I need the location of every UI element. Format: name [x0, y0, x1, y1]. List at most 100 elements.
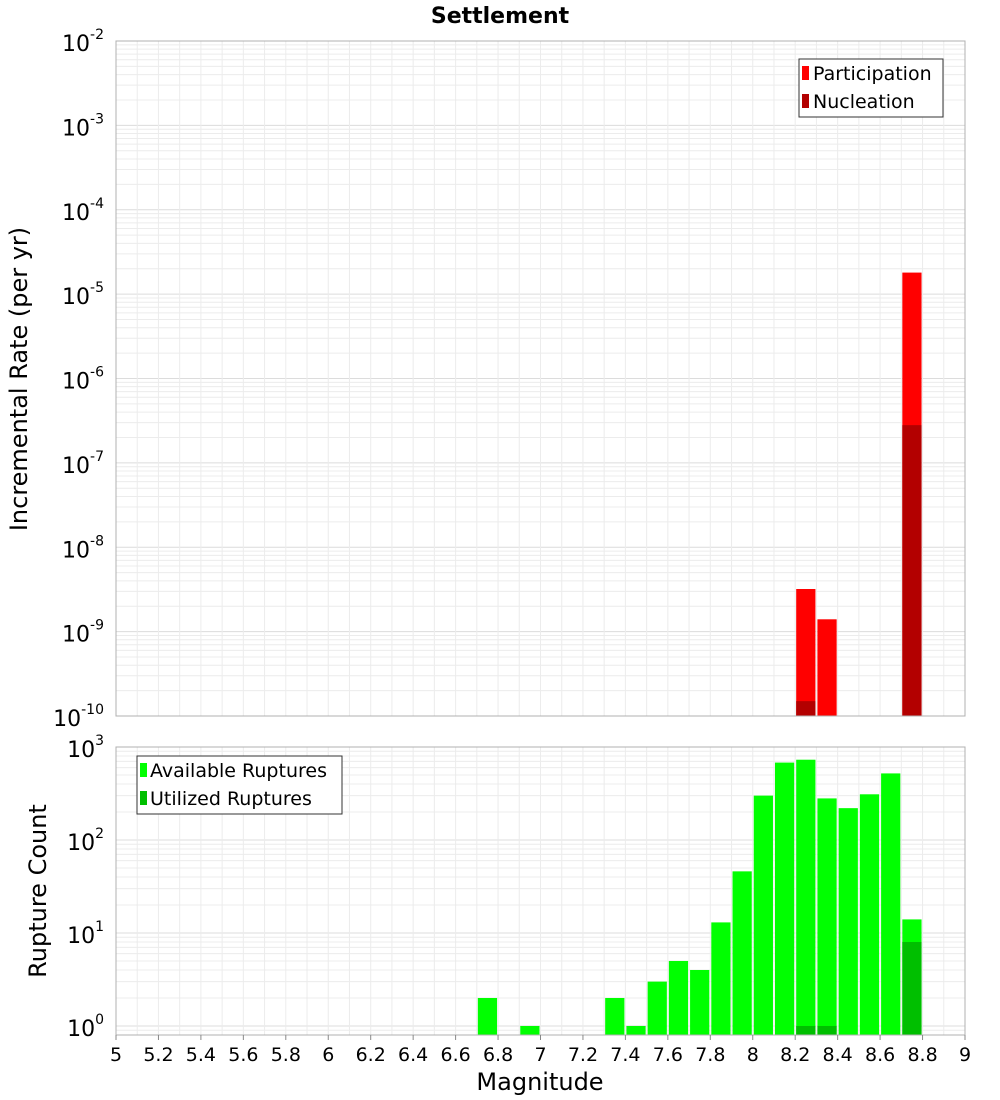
rate-y-tick-exponent: -4	[90, 196, 104, 212]
legend-label-nucleation: Nucleation	[813, 91, 915, 113]
count-bar-series0	[732, 871, 752, 1035]
rate-y-tick-exponent: -10	[81, 702, 104, 718]
x-tick-label: 6.4	[398, 1044, 428, 1066]
rate-y-tick-base: 10	[62, 370, 90, 395]
count-bar-series0	[838, 808, 858, 1035]
x-tick-label: 6.8	[483, 1044, 513, 1066]
chart-title: Settlement	[431, 4, 570, 29]
rate-y-tick-exponent: -5	[90, 280, 104, 296]
rate-y-tick-base: 10	[62, 116, 90, 141]
x-tick-label: 9	[959, 1044, 971, 1066]
bottom-bars	[477, 759, 922, 1035]
count-bar-series0	[859, 794, 880, 1035]
rate-bar-series0	[817, 619, 837, 716]
bottom-legend-box	[136, 755, 343, 815]
x-tick-label: 5.8	[271, 1044, 301, 1066]
count-y-tick-exponent: 3	[95, 733, 104, 749]
top-legend: Participation Nucleation	[798, 58, 944, 118]
top-panel: 10-210-310-410-510-610-710-810-910-10 In…	[5, 27, 966, 732]
x-tick-label: 7.6	[653, 1044, 683, 1066]
count-bar-series0	[711, 922, 731, 1035]
x-tick-label: 6.6	[440, 1044, 470, 1066]
count-y-tick-base: 10	[67, 1017, 95, 1042]
rate-y-tick-base: 10	[53, 707, 81, 732]
top-plot-frame	[115, 40, 966, 717]
legend-label-available: Available Ruptures	[150, 760, 327, 782]
count-bar-series0	[881, 773, 901, 1035]
rate-y-tick-base: 10	[62, 285, 90, 310]
count-y-tick-label: 100	[67, 1012, 104, 1042]
count-bar-series1	[817, 1025, 837, 1035]
rate-y-tick-label: 10-9	[62, 618, 104, 648]
x-tick-label: 6.2	[356, 1044, 386, 1066]
count-y-tick-exponent: 1	[95, 919, 104, 935]
top-legend-box	[798, 58, 944, 118]
count-bar-series0	[647, 981, 667, 1035]
x-tick-label: 7	[534, 1044, 546, 1066]
top-y-axis-label: Incremental Rate (per yr)	[5, 227, 33, 531]
count-bar-series1	[902, 942, 922, 1035]
x-axis-label: Magnitude	[476, 1068, 603, 1096]
legend-label-utilized: Utilized Ruptures	[150, 788, 312, 810]
rate-bar-series1	[796, 701, 816, 716]
count-bar-series0	[520, 1025, 540, 1035]
bottom-legend: Available Ruptures Utilized Ruptures	[136, 755, 343, 815]
count-y-tick-exponent: 2	[95, 826, 104, 842]
count-bar-series0	[817, 798, 837, 1035]
x-tick-label: 8	[747, 1044, 759, 1066]
top-bars	[796, 272, 922, 716]
x-tick-label: 7.2	[568, 1044, 598, 1066]
rate-y-tick-label: 10-7	[62, 449, 104, 479]
count-bar-series0	[753, 795, 773, 1035]
rate-y-tick-label: 10-4	[62, 196, 104, 226]
legend-swatch-utilized	[140, 791, 147, 805]
top-gridlines	[115, 40, 966, 717]
count-bar-series0	[626, 1025, 646, 1035]
count-bar-series0	[668, 960, 689, 1035]
count-bar-series0	[796, 759, 816, 1035]
x-tick-label: 5.6	[228, 1044, 258, 1066]
count-bar-series0	[477, 997, 498, 1035]
x-tick-label: 8.2	[780, 1044, 810, 1066]
count-bar-series0	[774, 762, 795, 1035]
rate-y-tick-exponent: -3	[90, 111, 104, 127]
x-tick-label: 5.2	[143, 1044, 173, 1066]
rate-y-tick-label: 10-8	[62, 533, 104, 563]
legend-label-participation: Participation	[813, 63, 932, 85]
x-tick-label: 8.8	[907, 1044, 937, 1066]
rate-y-tick-exponent: -9	[90, 618, 104, 634]
count-bar-series0	[690, 969, 710, 1035]
count-y-tick-base: 10	[67, 831, 95, 856]
rate-y-tick-label: 10-2	[62, 27, 104, 57]
top-y-tick-labels: 10-210-310-410-510-610-710-810-910-10	[53, 27, 104, 732]
legend-swatch-available	[140, 763, 147, 777]
rate-y-tick-base: 10	[62, 201, 90, 226]
x-tick-label: 5	[110, 1044, 122, 1066]
x-tick-label: 7.8	[695, 1044, 725, 1066]
rate-bar-series1	[902, 425, 922, 716]
rate-y-tick-label: 10-3	[62, 111, 104, 141]
count-y-tick-base: 10	[67, 924, 95, 949]
count-y-tick-label: 101	[67, 919, 104, 949]
rate-y-tick-base: 10	[62, 623, 90, 648]
rate-y-tick-label: 10-6	[62, 365, 104, 395]
x-tick-label: 5.4	[186, 1044, 216, 1066]
rate-y-tick-label: 10-10	[53, 702, 104, 732]
count-bar-series1	[796, 1025, 816, 1035]
x-tick-label: 8.4	[823, 1044, 853, 1066]
legend-swatch-participation	[802, 66, 809, 80]
x-tick-label: 8.6	[865, 1044, 895, 1066]
count-y-tick-base: 10	[67, 738, 95, 763]
rate-y-tick-base: 10	[62, 538, 90, 563]
legend-swatch-nucleation	[802, 94, 809, 108]
count-y-tick-label: 103	[67, 733, 104, 763]
bottom-y-axis-label: Rupture Count	[24, 804, 52, 978]
rate-y-tick-label: 10-5	[62, 280, 104, 310]
rate-y-tick-base: 10	[62, 32, 90, 57]
rate-y-tick-exponent: -2	[90, 27, 104, 43]
x-tick-label: 6	[322, 1044, 334, 1066]
rate-y-tick-exponent: -8	[90, 533, 104, 549]
x-tick-label: 7.4	[610, 1044, 640, 1066]
